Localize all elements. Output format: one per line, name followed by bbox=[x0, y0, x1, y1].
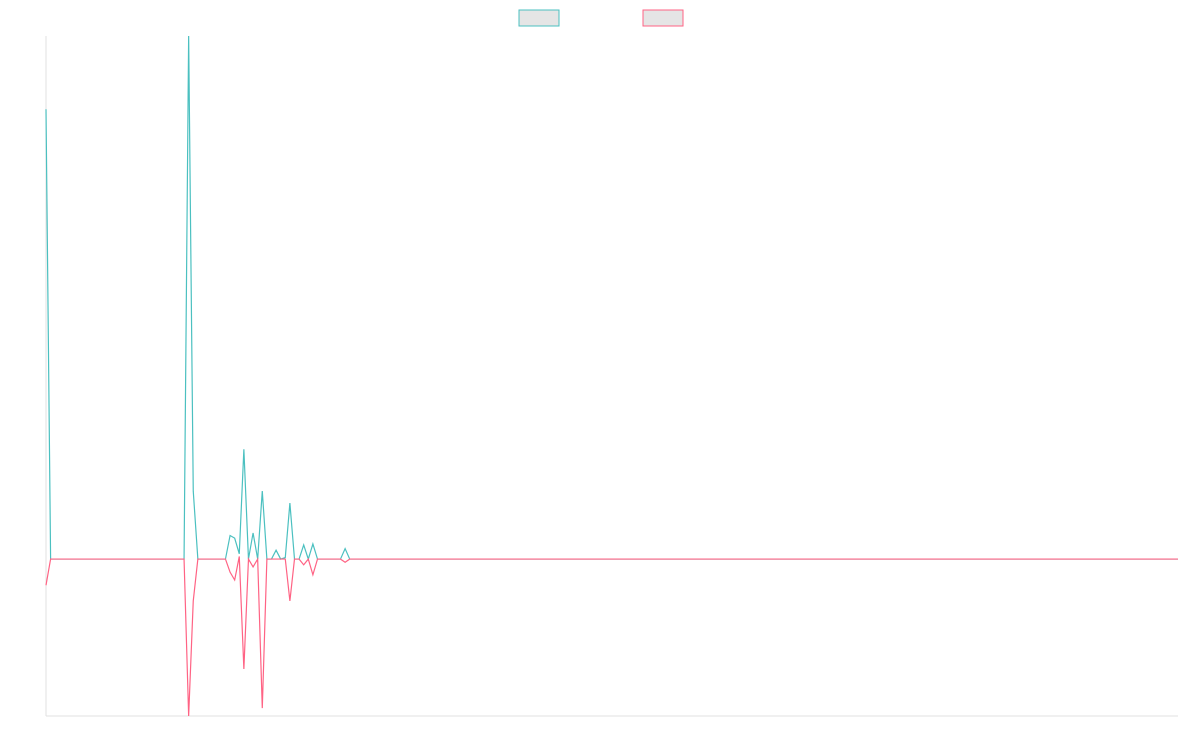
legend-swatch[interactable] bbox=[518, 9, 560, 27]
line-series bbox=[45, 556, 1178, 717]
line-series bbox=[45, 35, 1178, 562]
legend-swatch[interactable] bbox=[642, 9, 684, 27]
